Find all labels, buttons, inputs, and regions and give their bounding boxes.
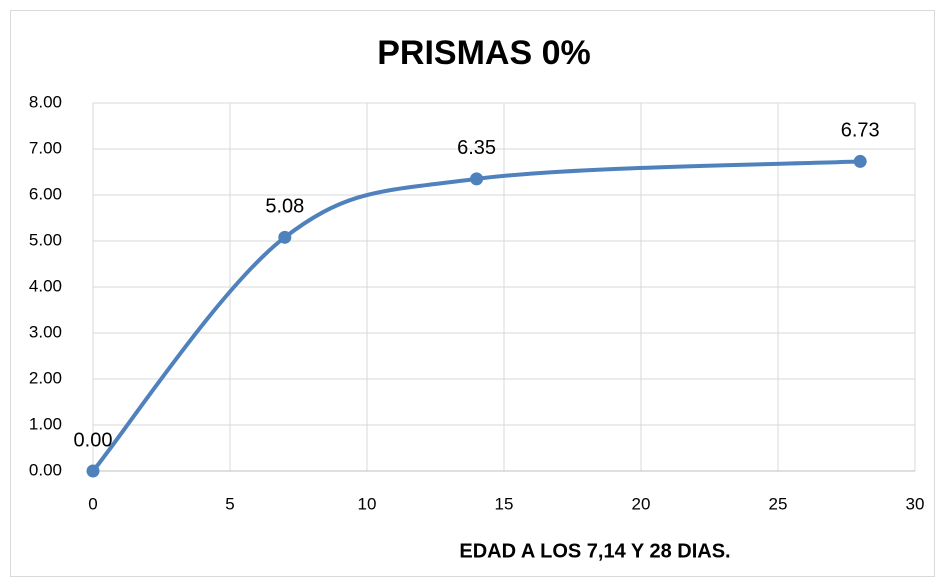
series-line — [91, 159, 863, 473]
chart-border — [10, 10, 935, 577]
x-tick-label: 5 — [225, 494, 234, 513]
data-label: 5.08 — [265, 196, 304, 218]
x-tick-label: 25 — [769, 494, 788, 513]
data-point — [86, 464, 100, 478]
data-point — [470, 172, 484, 186]
y-tick-label: 0.00 — [29, 460, 62, 479]
y-tick-label: 6.00 — [29, 184, 62, 203]
x-tick-label: 10 — [358, 494, 377, 513]
x-tick-label: 0 — [88, 494, 97, 513]
data-point — [853, 154, 867, 168]
x-tick-label: 15 — [495, 494, 514, 513]
y-tick-label: 4.00 — [29, 276, 62, 295]
y-tick-label: 2.00 — [29, 368, 62, 387]
data-point — [278, 230, 292, 244]
data-label: 0.00 — [74, 429, 113, 451]
y-tick-label: 5.00 — [29, 230, 62, 249]
chart-title: PRISMAS 0% — [377, 34, 591, 72]
y-tick-label: 3.00 — [29, 322, 62, 341]
x-axis-label: EDAD A LOS 7,14 Y 28 DIAS. — [459, 540, 730, 562]
y-tick-label: 1.00 — [29, 414, 62, 433]
y-tick-label: 8.00 — [29, 92, 62, 111]
data-label: 6.35 — [457, 137, 496, 159]
x-tick-label: 30 — [906, 494, 925, 513]
x-tick-label: 20 — [632, 494, 651, 513]
data-label: 6.73 — [841, 120, 880, 142]
y-tick-label: 7.00 — [29, 138, 62, 157]
